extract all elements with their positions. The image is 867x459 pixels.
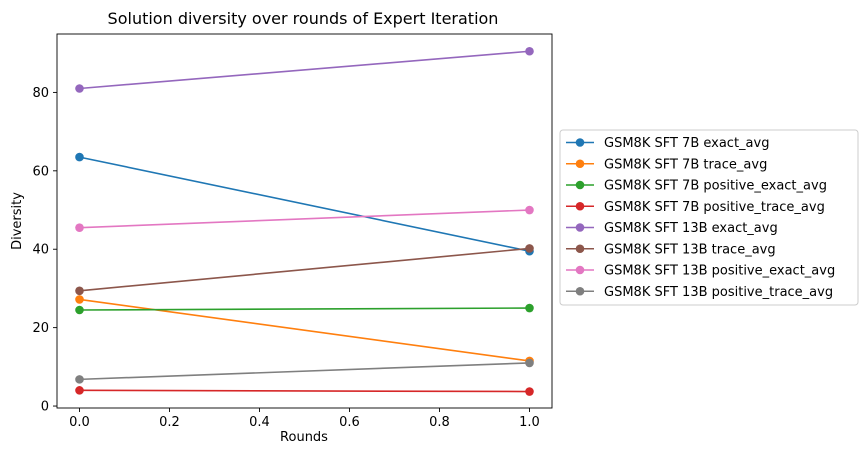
legend-swatch-marker [575,159,585,169]
x-tick-label: 0.4 [249,415,270,430]
series-line [79,209,530,229]
legend-swatch-marker [575,223,585,232]
y-axis-ticks: 0 20 40 60 80 [32,86,57,415]
x-axis-ticks: 0.0 0.2 0.4 0.6 0.8 1.0 [69,408,540,430]
legend-label: GSM8K SFT 13B positive_trace_avg [604,285,833,300]
legend-label: GSM8K SFT 13B exact_avg [604,221,778,236]
series-point [525,46,534,56]
series-point [525,303,534,313]
legend-swatch-marker [575,201,585,211]
x-tick-label: 0.0 [69,415,90,430]
series-line [79,389,530,393]
plot-lines [79,50,530,393]
chart-title: Solution diversity over rounds of Expert… [108,9,499,28]
legend-label: GSM8K SFT 13B positive_exact_avg [604,264,835,279]
y-tick-label: 60 [32,164,49,179]
series-point [75,84,84,93]
y-tick-label: 0 [41,400,49,415]
series-point [75,295,84,304]
series-line [79,362,530,381]
series-point [75,286,84,296]
series-point [75,305,84,315]
legend: GSM8K SFT 7B exact_avg GSM8K SFT 7B trace… [559,129,859,306]
series-line [79,307,530,311]
series-point [75,386,84,395]
x-tick-label: 1.0 [519,415,540,430]
y-axis-label: Diversity [10,192,25,250]
x-tick-label: 0.6 [339,415,360,430]
series-point [75,375,84,384]
x-axis-label: Rounds [280,430,328,445]
series-point [525,205,534,215]
legend-label: GSM8K SFT 7B positive_exact_avg [604,179,827,194]
legend-swatch-marker [575,138,585,147]
legend-swatch-marker [575,180,585,190]
legend-swatch-marker [575,244,585,254]
series-point [75,223,84,232]
series-line [79,247,530,292]
series-point [525,358,534,368]
legend-frame [559,129,859,306]
plot-frame [56,33,553,409]
plot-markers [75,46,534,396]
y-tick-label: 20 [32,321,49,336]
series-point [75,152,84,162]
legend-label: GSM8K SFT 7B exact_avg [604,136,769,151]
legend-label: GSM8K SFT 7B trace_avg [604,157,767,172]
y-tick-label: 40 [32,243,49,258]
series-point [525,244,534,253]
y-tick-label: 80 [32,86,49,101]
series-line [79,50,530,90]
x-tick-label: 0.8 [429,415,450,430]
legend-swatch-marker [575,286,585,296]
series-line [79,156,530,252]
series-point [525,387,534,396]
legend-label: GSM8K SFT 7B positive_trace_avg [604,200,825,215]
legend-swatch-marker [575,265,585,275]
legend-label: GSM8K SFT 13B trace_avg [604,242,776,257]
x-tick-label: 0.2 [159,415,180,430]
